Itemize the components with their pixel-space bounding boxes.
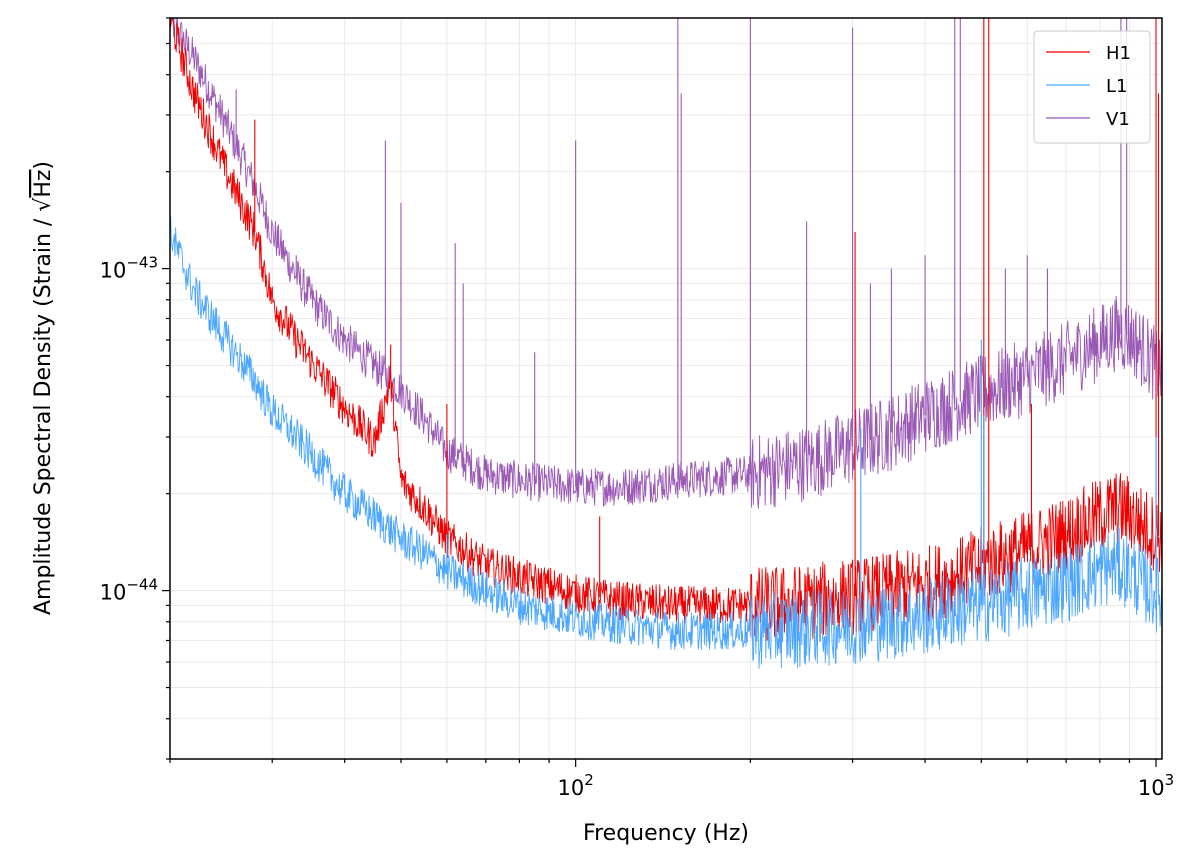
legend-label-H1: H1 — [1106, 43, 1131, 64]
y-tick-label: 10−43 — [100, 254, 158, 283]
plot-frame — [169, 17, 1163, 760]
series-line-V1 — [170, 18, 1162, 509]
x-tick-label: 102 — [558, 771, 594, 800]
legend-box — [1033, 30, 1151, 144]
y-axis-label-sqrt: √ — [31, 197, 56, 212]
y-tick-label: 10−44 — [100, 576, 158, 605]
y-axis-label: Amplitude Spectral Density (Strain / √Hz… — [31, 161, 56, 615]
legend: H1 L1 V1 — [1033, 30, 1151, 144]
y-axis-label-unit: Hz — [31, 170, 56, 198]
legend-label-V1: V1 — [1106, 109, 1130, 130]
axis-ticks: 102 103 10−44 10−43 — [100, 17, 1174, 800]
x-axis-label: Frequency (Hz) — [583, 821, 749, 846]
y-axis-label-suffix: ) — [31, 161, 56, 170]
x-tick-label: 103 — [1138, 771, 1174, 800]
legend-label-L1: L1 — [1106, 76, 1127, 97]
series-line-H1 — [170, 18, 1162, 641]
y-axis-label-prefix: Amplitude Spectral Density (Strain / — [31, 212, 56, 615]
series-layer — [170, 18, 1162, 669]
series-line-L1 — [170, 215, 1162, 669]
